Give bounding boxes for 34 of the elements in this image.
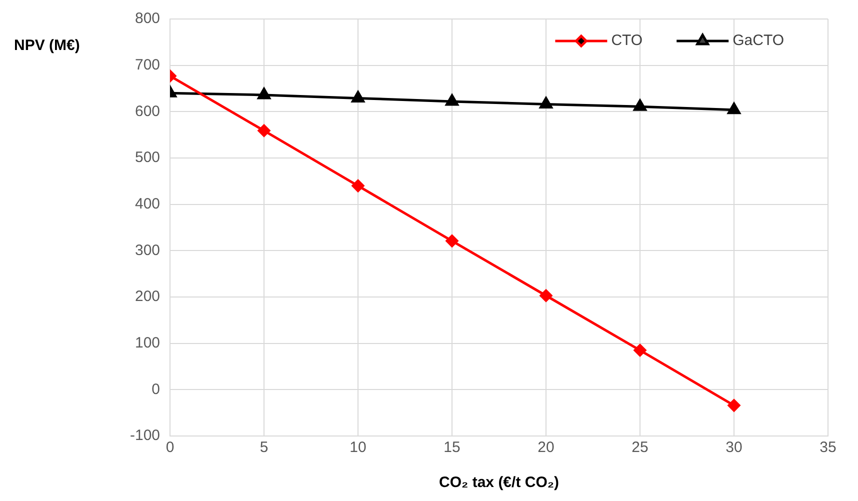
y-tick-label: 600: [134, 102, 160, 120]
x-tick-label: 25: [632, 439, 648, 456]
point: [634, 344, 646, 357]
x-axis-title: CO₂ tax (€/t CO₂): [439, 474, 560, 492]
point: [258, 124, 270, 137]
y-tick-label: 100: [134, 334, 160, 352]
point: [446, 234, 458, 248]
x-tick-label: 5: [260, 439, 268, 456]
y-tick-label: 300: [134, 242, 160, 259]
point: [352, 90, 364, 102]
y-axis-title: NPV (M€): [14, 37, 80, 54]
point: [446, 94, 458, 106]
y-tick-label: 200: [134, 288, 160, 306]
point: [728, 102, 740, 114]
y-tick-label: 500: [134, 149, 160, 166]
point: [352, 180, 364, 192]
y-tick-label: 700: [134, 56, 160, 74]
x-tick-label: 20: [538, 439, 554, 456]
point: [540, 97, 552, 109]
point: [540, 289, 552, 302]
point: [634, 99, 646, 111]
y-tick-label: 0: [152, 380, 160, 398]
legend-label: CTO: [611, 32, 643, 50]
x-tick-label: 30: [726, 439, 742, 456]
y-tick-label: 800: [134, 10, 160, 28]
x-tick-label: 10: [350, 439, 366, 456]
legend-label: GaCTO: [732, 32, 784, 50]
x-tick-label: 0: [166, 439, 174, 456]
y-tick-label: 400: [134, 195, 160, 212]
x-tick-label: 15: [444, 439, 460, 456]
x-tick-label: 35: [820, 439, 836, 456]
y-tick-label: -100: [130, 427, 160, 444]
point: [258, 88, 270, 100]
point: [728, 399, 740, 412]
